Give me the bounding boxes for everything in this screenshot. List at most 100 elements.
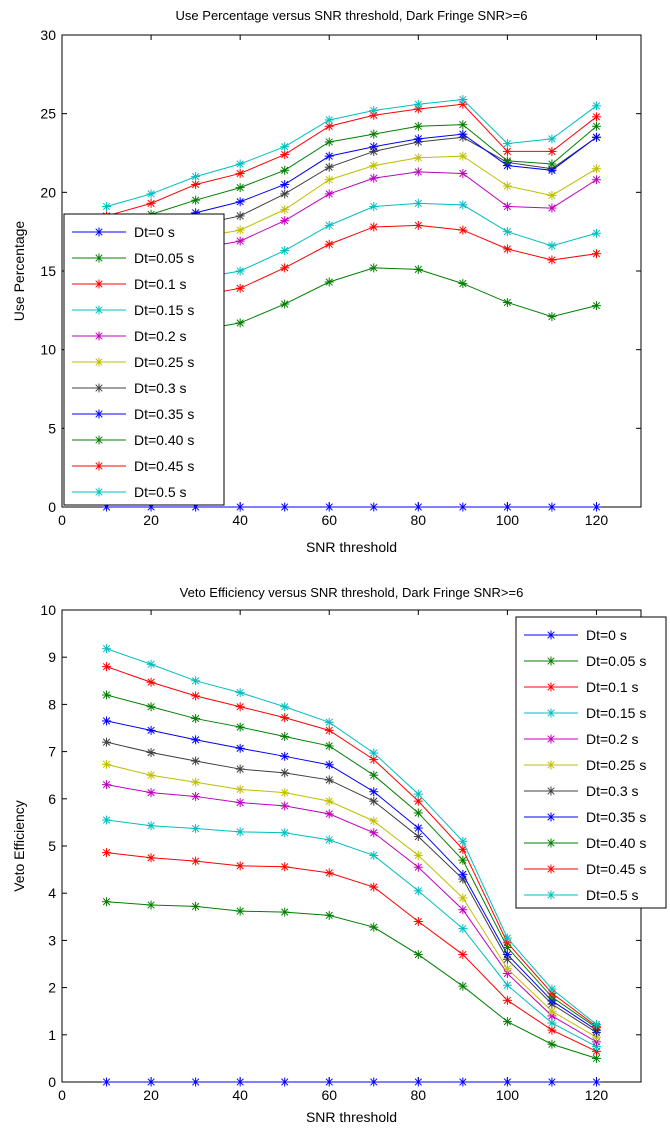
chart-title: Veto Efficiency versus SNR threshold, Da… bbox=[180, 585, 524, 600]
data-point bbox=[235, 743, 245, 753]
x-tick-label: 80 bbox=[411, 1087, 427, 1103]
data-point bbox=[324, 277, 334, 287]
series-dt-0-15-s bbox=[102, 815, 601, 1052]
data-point bbox=[146, 821, 156, 831]
data-point bbox=[324, 175, 334, 185]
legend-label: Dt=0.25 s bbox=[586, 757, 646, 773]
data-point bbox=[413, 198, 423, 208]
legend-marker bbox=[546, 812, 556, 822]
data-point bbox=[591, 1019, 601, 1029]
data-point bbox=[280, 907, 290, 917]
legend-label: Dt=0 s bbox=[134, 224, 175, 240]
x-axis-label: SNR threshold bbox=[306, 539, 397, 555]
data-point bbox=[413, 862, 423, 872]
y-tick-label: 4 bbox=[48, 885, 56, 901]
data-point bbox=[102, 662, 112, 672]
y-tick-label: 30 bbox=[40, 27, 56, 43]
x-tick-label: 100 bbox=[496, 512, 520, 528]
data-point bbox=[102, 644, 112, 654]
data-point bbox=[324, 835, 334, 845]
series-line bbox=[106, 648, 597, 1025]
legend-marker bbox=[94, 461, 104, 471]
y-tick-label: 2 bbox=[48, 980, 56, 996]
legend-entry: Dt=0.1 s bbox=[524, 679, 639, 695]
data-point bbox=[280, 702, 290, 712]
data-point bbox=[324, 717, 334, 727]
data-point bbox=[280, 205, 290, 215]
data-point bbox=[413, 823, 423, 833]
y-tick-label: 5 bbox=[48, 838, 56, 854]
data-point bbox=[235, 183, 245, 193]
legend-entry: Dt=0.2 s bbox=[72, 328, 187, 344]
data-point bbox=[591, 1077, 601, 1087]
legend-label: Dt=0.35 s bbox=[586, 809, 646, 825]
data-point bbox=[413, 789, 423, 799]
series-line bbox=[106, 852, 597, 1052]
data-point bbox=[502, 502, 512, 512]
data-point bbox=[280, 731, 290, 741]
data-point bbox=[324, 760, 334, 770]
legend-marker bbox=[94, 487, 104, 497]
data-point bbox=[146, 1077, 156, 1087]
data-point bbox=[146, 900, 156, 910]
legend-entry: Dt=0.05 s bbox=[72, 250, 194, 266]
data-point bbox=[146, 677, 156, 687]
data-point bbox=[280, 150, 290, 160]
y-tick-label: 15 bbox=[40, 263, 56, 279]
legend-entry: Dt=0.05 s bbox=[524, 653, 646, 669]
x-tick-label: 100 bbox=[496, 1087, 520, 1103]
data-point bbox=[458, 950, 468, 960]
data-point bbox=[280, 189, 290, 199]
x-axis-label: SNR threshold bbox=[306, 1109, 397, 1125]
data-point bbox=[458, 502, 468, 512]
data-point bbox=[369, 770, 379, 780]
data-point bbox=[146, 788, 156, 798]
data-point bbox=[502, 980, 512, 990]
legend-entry: Dt=0.5 s bbox=[72, 484, 187, 500]
data-point bbox=[235, 236, 245, 246]
data-point bbox=[547, 159, 557, 169]
data-point bbox=[458, 151, 468, 161]
data-point bbox=[591, 121, 601, 131]
legend-marker bbox=[546, 708, 556, 718]
data-point bbox=[591, 112, 601, 122]
data-point bbox=[324, 1077, 334, 1087]
data-point bbox=[369, 882, 379, 892]
y-tick-label: 20 bbox=[40, 184, 56, 200]
data-point bbox=[102, 848, 112, 858]
data-point bbox=[458, 924, 468, 934]
data-point bbox=[191, 735, 201, 745]
legend-label: Dt=0.35 s bbox=[134, 406, 194, 422]
legend-label: Dt=0.3 s bbox=[586, 783, 639, 799]
data-point bbox=[547, 146, 557, 156]
data-point bbox=[502, 1077, 512, 1087]
legend-marker bbox=[94, 383, 104, 393]
data-point bbox=[502, 1017, 512, 1027]
data-point bbox=[413, 153, 423, 163]
data-point bbox=[369, 748, 379, 758]
data-point bbox=[547, 984, 557, 994]
data-point bbox=[235, 827, 245, 837]
legend-entry: Dt=0.3 s bbox=[524, 783, 639, 799]
legend-marker bbox=[94, 253, 104, 263]
data-point bbox=[235, 266, 245, 276]
y-tick-label: 7 bbox=[48, 744, 56, 760]
data-point bbox=[235, 861, 245, 871]
data-point bbox=[102, 780, 112, 790]
data-point bbox=[324, 121, 334, 131]
data-point bbox=[191, 901, 201, 911]
data-point bbox=[102, 1077, 112, 1087]
legend-label: Dt=0.2 s bbox=[134, 328, 187, 344]
series-dt-0-s bbox=[102, 1077, 601, 1087]
data-point bbox=[458, 129, 468, 139]
legend-label: Dt=0.1 s bbox=[134, 276, 187, 292]
data-point bbox=[280, 1077, 290, 1087]
x-tick-label: 120 bbox=[585, 512, 609, 528]
y-tick-label: 10 bbox=[40, 602, 56, 618]
data-point bbox=[324, 741, 334, 751]
data-point bbox=[502, 201, 512, 211]
data-point bbox=[458, 200, 468, 210]
data-point bbox=[413, 1077, 423, 1087]
y-axis-label: Use Percentage bbox=[11, 221, 27, 322]
data-point bbox=[369, 106, 379, 116]
